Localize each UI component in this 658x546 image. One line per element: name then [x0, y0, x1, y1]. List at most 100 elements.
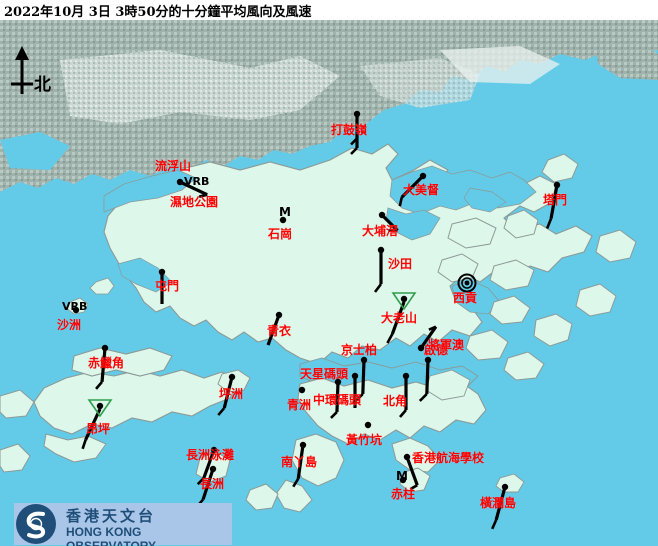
station-dot [210, 446, 218, 454]
wind-barb [292, 444, 305, 488]
vrb-label-sha-chau: VRB [62, 300, 88, 313]
station-label-kai-tak[interactable]: 啟德 [424, 343, 449, 357]
station-label-waglan-island[interactable]: 橫瀾島 [480, 496, 517, 510]
station-dot [417, 344, 425, 352]
station-label-tai-po-kau[interactable]: 大埔滘 [362, 224, 399, 238]
hko-emblem-icon [16, 504, 56, 544]
station-dot [501, 483, 509, 491]
wind-barb [399, 376, 408, 418]
station-dot [209, 465, 217, 473]
wind-barb [491, 486, 507, 530]
page-title: 2022年10月 3日 3時50分的十分鐘平均風向及風速 [4, 5, 312, 20]
station-dot [334, 378, 342, 386]
station-label-shek-kong[interactable]: 石崗 [268, 227, 293, 241]
station-label-hk-sea-school[interactable]: 香港航海學校 [412, 451, 485, 465]
wind-barb [405, 456, 419, 491]
station-label-chek-lap-kok[interactable]: 赤鱲角 [88, 356, 125, 370]
station-label-lau-fau-shan[interactable]: 流浮山 [155, 159, 192, 173]
wind-barb [545, 184, 559, 229]
station-label-cheung-chau[interactable]: 長洲 [200, 477, 225, 491]
missing-label-shek-kong: M [279, 205, 291, 219]
station-dot [424, 356, 432, 364]
wind-barb [354, 359, 366, 402]
station-label-tap-mun[interactable]: 塔門 [543, 193, 568, 207]
wind-barb [266, 314, 281, 346]
wind-barb [418, 359, 430, 402]
station-label-star-ferry[interactable]: 天星碼頭 [300, 367, 349, 381]
station-label-peng-chau[interactable]: 坪洲 [219, 387, 244, 401]
hko-name-en: HONG KONG OBSERVATORY [66, 525, 157, 546]
wind-barb-layer [81, 114, 559, 530]
station-label-ngong-ping[interactable]: 昂坪 [86, 422, 111, 436]
station-green-triangle [391, 292, 417, 311]
wind-barb [380, 213, 399, 232]
station-label-sai-kung[interactable]: 西貢 [453, 291, 478, 305]
chek-lap-kok-airport [71, 347, 173, 377]
stanley-peninsula [391, 437, 441, 473]
hko-name-zh: 香港天文台 [66, 507, 157, 525]
north-arrow: 北 [4, 44, 74, 98]
station-dot [101, 344, 109, 352]
station-label-stanley[interactable]: 赤柱 [391, 487, 416, 501]
deep-bay [0, 186, 104, 224]
station-label-lamma-island[interactable]: 南丫島 [281, 455, 318, 469]
station-label-north-point[interactable]: 北角 [383, 394, 408, 408]
map-canvas[interactable]: 打鼓嶺流浮山 VRB 濕地公園石崗 M 大美督塔門大埔滘沙田屯門沙洲 VRB 西貢大老山青衣… [0, 20, 658, 546]
station-dot [419, 172, 427, 180]
wind-barb [350, 114, 359, 155]
station-dot [351, 372, 359, 380]
map-graphics [0, 20, 658, 546]
station-label-wetland-park[interactable]: 濕地公園 [170, 195, 219, 209]
station-dot [72, 306, 80, 314]
peng-chau-island [217, 369, 251, 393]
station-dot [377, 246, 385, 254]
wind-barb [398, 174, 425, 207]
wind-barb [179, 180, 208, 198]
station-label-kings-park[interactable]: 京士柏 [341, 343, 378, 357]
station-dot [279, 216, 287, 224]
missing-label-stanley: M [396, 469, 408, 483]
station-dot [553, 181, 561, 189]
wind-barb [217, 376, 234, 416]
station-dot [399, 476, 407, 484]
station-dot [299, 441, 307, 449]
station-dot [403, 453, 411, 461]
station-calm-circle [457, 273, 477, 293]
hko-logo: 香港天文台 HONG KONG OBSERVATORY [14, 503, 232, 546]
station-dot [378, 211, 386, 219]
station-dot [275, 311, 283, 319]
station-label-sha-tin[interactable]: 沙田 [388, 257, 413, 271]
station-label-green-island[interactable]: 青洲 [287, 398, 312, 412]
station-label-ta-kwu-ling[interactable]: 打鼓嶺 [331, 123, 368, 137]
station-green-triangle [87, 399, 113, 418]
station-label-central-pier[interactable]: 中環碼頭 [313, 393, 362, 407]
wind-barb [330, 381, 340, 419]
station-marker-layer [72, 110, 561, 491]
station-label-tuen-mun[interactable]: 屯門 [155, 279, 180, 293]
station-label-tates-cairn[interactable]: 大老山 [381, 311, 418, 325]
mainland-landmass [0, 20, 658, 192]
station-label-tai-mei-tuk[interactable]: 大美督 [403, 183, 440, 197]
lantau-island [33, 347, 239, 463]
station-dot [158, 268, 166, 276]
wind-barb [373, 250, 383, 293]
wind-barb [419, 325, 438, 349]
station-label-cheung-chau-beach[interactable]: 長洲泳灘 [186, 448, 235, 462]
station-dot [364, 421, 372, 429]
wind-barb [95, 347, 107, 390]
tap-mun-island [541, 153, 579, 183]
title-bar: 2022年10月 3日 3時50分的十分鐘平均風向及風速 [0, 0, 658, 20]
station-label-tsing-yi[interactable]: 青衣 [267, 324, 292, 338]
wind-barb [81, 408, 102, 450]
vrb-label-lau-fau-shan: VRB [184, 175, 210, 188]
station-dot [360, 356, 368, 364]
station-label-sha-chau[interactable]: 沙洲 [57, 318, 82, 332]
station-dot [228, 373, 236, 381]
station-dot [298, 386, 306, 394]
station-label-tseung-kwan-o[interactable]: 將軍澳 [428, 338, 465, 352]
station-dot [176, 178, 184, 186]
station-label-wong-chuk-hang[interactable]: 黃竹坑 [346, 433, 383, 447]
sha-chau-island [65, 297, 89, 315]
station-dot [402, 372, 410, 380]
